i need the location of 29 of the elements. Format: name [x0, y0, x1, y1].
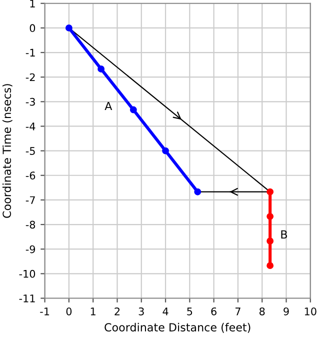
x-tick-label: 3 [138, 307, 144, 316]
y-tick-label: -6 [26, 172, 36, 180]
x-tick-label: 9 [284, 307, 289, 316]
x-tick-label: 6 [211, 307, 216, 316]
y-tick-label: -1 [26, 48, 35, 56]
x-tick-label: 5 [187, 308, 192, 316]
y-tick-label: -3 [26, 98, 35, 106]
y-tick-label: -2 [26, 73, 35, 82]
y-tick-label: -9 [26, 245, 36, 254]
x-tick-label: 1 [90, 308, 96, 316]
y-tick-label: -7 [26, 196, 35, 204]
y-tick-label: -8 [26, 220, 36, 229]
annotation: A [104, 102, 112, 110]
y-axis-title: Coordinate Time (nsecs) [2, 84, 12, 218]
x-tick-label: 10 [304, 307, 316, 316]
x-axis-title: Coordinate Distance (feet) [104, 322, 250, 333]
y-tick-label: -11 [19, 294, 35, 302]
y-tick-label: 1 [30, 0, 35, 8]
y-tick-label: -5 [26, 147, 35, 155]
annotation: B [281, 230, 287, 238]
x-tick-label: -1 [40, 308, 50, 316]
x-tick-label: 8 [260, 307, 265, 316]
y-tick-label: -4 [26, 122, 36, 130]
y-tick-label: -10 [19, 270, 36, 278]
y-tick-label: 0 [30, 24, 36, 32]
x-tick-label: 0 [66, 307, 72, 316]
x-tick-label: 7 [236, 308, 240, 316]
x-tick-label: 2 [114, 307, 120, 316]
x-tick-label: 4 [162, 308, 168, 316]
